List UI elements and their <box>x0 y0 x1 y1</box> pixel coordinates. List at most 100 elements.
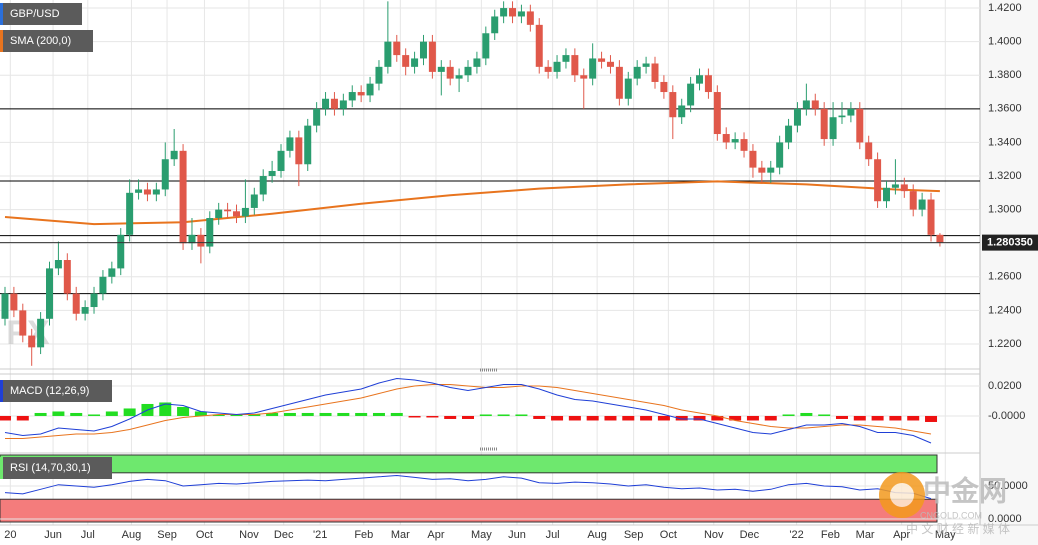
candle-body <box>509 8 517 17</box>
candle-body <box>589 58 597 79</box>
candle-body <box>802 100 810 109</box>
candle-body <box>250 194 258 208</box>
histogram-bar <box>568 415 581 421</box>
histogram-bar <box>746 415 759 421</box>
candle-body <box>526 11 534 25</box>
x-tick-label: Jun <box>44 529 62 541</box>
legend-label: SMA (200,0) <box>10 35 71 47</box>
y-tick-label: 50.0000 <box>988 480 1028 492</box>
histogram-bar <box>319 412 332 416</box>
histogram-bar <box>123 408 136 416</box>
candle-body <box>215 209 223 219</box>
candle-body <box>874 159 882 202</box>
signal-line <box>5 384 932 439</box>
x-tick-label: Feb <box>354 529 373 541</box>
histogram-bar <box>194 411 207 416</box>
candle-body <box>277 150 285 171</box>
watermark-brand: 中金网 CNGOLD.COM 中 文 财 经 新 媒 体 <box>879 472 1010 536</box>
histogram-bar <box>230 414 243 416</box>
histogram-bar <box>159 402 172 416</box>
x-tick-label: Aug <box>122 529 142 541</box>
y-tick-label: 1.3000 <box>988 204 1022 216</box>
sma-line <box>4 180 940 226</box>
candle-body <box>46 268 54 319</box>
histogram-bar <box>105 411 118 416</box>
candle-body <box>37 318 45 348</box>
candle-body <box>544 66 552 72</box>
y-tick-label: 1.2200 <box>988 338 1022 350</box>
histogram-bar <box>212 414 225 416</box>
y-tick-label: 1.3800 <box>988 69 1022 81</box>
histogram-bar <box>301 412 314 416</box>
candle-body <box>259 176 267 195</box>
x-tick-label: Dec <box>740 529 760 541</box>
candle-body <box>776 142 784 168</box>
histogram-bar <box>693 415 706 421</box>
legend-box[interactable] <box>0 457 112 479</box>
y-tick-label: -0.0000 <box>988 410 1025 422</box>
candle-body <box>28 335 36 348</box>
candle-body <box>838 115 846 118</box>
candle-body <box>330 98 338 109</box>
candle-body <box>411 58 419 67</box>
last-price-box <box>982 234 1038 251</box>
candle-body <box>606 61 614 67</box>
histogram-bar <box>177 406 190 416</box>
histogram-bar <box>408 415 421 418</box>
rsi-panel: 50.0000 0.0000 <box>0 454 1028 525</box>
histogram-bar <box>729 415 742 421</box>
candle-body <box>678 105 686 118</box>
x-tick-label: May <box>935 529 956 541</box>
legend-box[interactable] <box>0 30 93 52</box>
candle-body <box>81 307 89 314</box>
legend-box[interactable] <box>0 380 112 402</box>
watermark-tagline: 中 文 财 经 新 媒 体 <box>906 521 1010 536</box>
candle-body <box>900 184 908 192</box>
x-tick-label: Mar <box>856 529 875 541</box>
candle-body <box>918 199 926 210</box>
candle-body <box>633 66 641 79</box>
histogram-bar <box>337 412 350 416</box>
candle-body <box>90 293 98 308</box>
candle-body <box>348 92 356 101</box>
y-tick-label: 1.3600 <box>988 103 1022 115</box>
candle-body <box>322 98 330 109</box>
histogram-bar <box>462 415 475 419</box>
candle-body <box>339 100 347 109</box>
histogram-bar <box>16 415 29 421</box>
candle-body <box>687 83 695 106</box>
candle-body <box>179 150 187 244</box>
histogram-bar <box>479 414 492 416</box>
candle-body <box>704 75 712 93</box>
x-tick-label: Oct <box>660 529 677 541</box>
x-tick-label: Jul <box>546 529 560 541</box>
x-tick-label: Mar <box>391 529 410 541</box>
histogram-bar <box>711 415 724 421</box>
candle-body <box>553 61 561 72</box>
candle-body <box>108 268 116 277</box>
legend-box[interactable] <box>0 3 82 25</box>
x-tick-label: Dec <box>274 529 294 541</box>
candle-body <box>304 125 312 165</box>
x-tick-label: Nov <box>704 529 724 541</box>
candle-body <box>927 199 935 235</box>
x-tick-label: Oct <box>196 529 213 541</box>
candle-body <box>740 139 748 151</box>
histogram-bar <box>853 415 866 421</box>
candle-body <box>295 137 303 165</box>
histogram-bar <box>52 411 65 416</box>
price-axis-area <box>980 0 1038 545</box>
legend-swatch <box>0 3 3 25</box>
candle-body <box>722 134 730 143</box>
candle-body <box>268 170 276 177</box>
x-tick-label: 20 <box>4 529 16 541</box>
candle-body <box>491 16 499 34</box>
candle-body <box>313 108 321 126</box>
x-tick-label: Nov <box>239 529 259 541</box>
x-tick-label: May <box>471 529 492 541</box>
candle-body <box>126 192 134 235</box>
x-tick-label: Aug <box>587 529 607 541</box>
legend-label: RSI (14,70,30,1) <box>10 462 91 474</box>
candle-body <box>63 260 71 294</box>
